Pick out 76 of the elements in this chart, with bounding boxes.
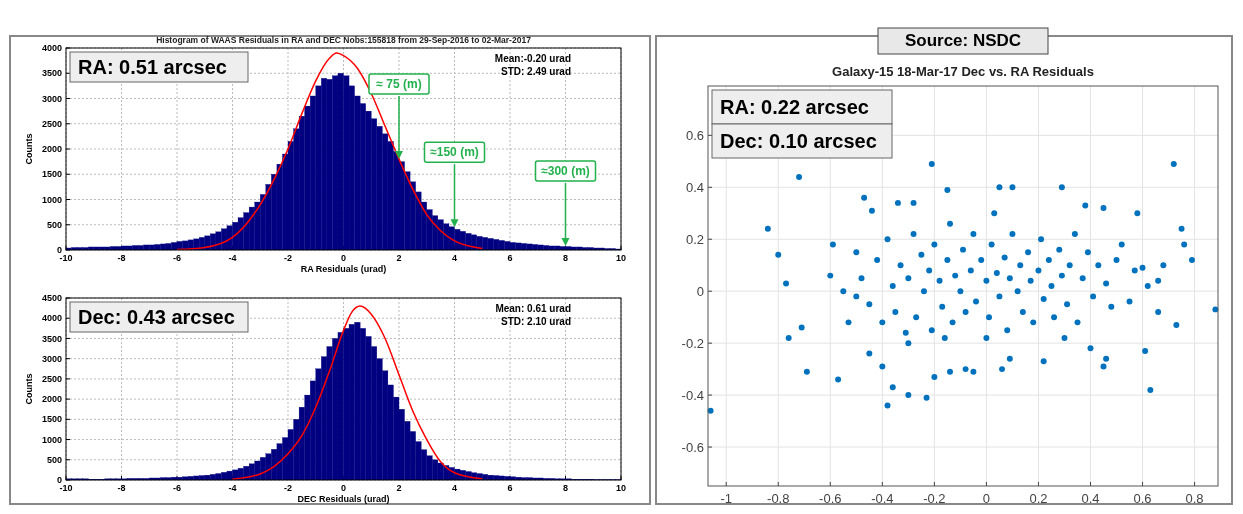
y-tick-label: 1500 <box>41 169 62 180</box>
annotation: ≈ 75 (m) <box>376 77 422 92</box>
x-tick-label: -0.8 <box>767 491 790 506</box>
y-tick-label: 2500 <box>41 374 62 385</box>
x-tick-label: -8 <box>117 253 126 263</box>
y-axis-title: Counts <box>24 373 34 405</box>
annotation: Dec: 0.43 arcsec <box>78 306 235 328</box>
y-tick-label: 4000 <box>41 43 62 54</box>
y-tick-label: 0.2 <box>685 231 704 247</box>
y-tick-label: 500 <box>46 219 62 230</box>
y-tick-label: 4000 <box>41 313 62 324</box>
x-tick-label: -10 <box>59 483 73 493</box>
x-tick-label: 2 <box>396 483 402 493</box>
x-tick-label: -2 <box>283 253 293 263</box>
x-tick-label: -6 <box>172 253 182 263</box>
y-tick-label: 0 <box>696 283 704 299</box>
y-tick-label: 3500 <box>41 68 62 79</box>
y-tick-label: -0.6 <box>681 439 704 455</box>
chart-title: Galaxy-15 18-Mar-17 Dec vs. RA Residuals <box>832 64 1094 79</box>
y-tick-label: 2000 <box>41 144 62 155</box>
y-tick-label: 1000 <box>41 434 62 445</box>
x-tick-label: -0.2 <box>923 491 946 506</box>
y-tick-label: 0 <box>56 475 62 486</box>
x-tick-label: 8 <box>562 253 569 263</box>
y-tick-label: -0.4 <box>681 387 704 403</box>
y-tick-label: 2000 <box>41 394 62 405</box>
x-tick-label: -0.6 <box>819 491 842 506</box>
x-tick-label: 6 <box>507 253 513 263</box>
x-axis-title: DEC Residuals (urad) <box>297 494 390 504</box>
y-tick-label: 1000 <box>41 194 62 205</box>
annotation: Mean:-0.20 urad <box>494 53 571 64</box>
x-tick-label: -1 <box>720 491 732 506</box>
chart-subtitle: Source: NSDC <box>904 31 1022 50</box>
y-tick-label: 3500 <box>41 333 62 344</box>
y-tick-label: -0.2 <box>681 335 704 351</box>
annotation: ≈300 (m) <box>541 164 590 179</box>
x-tick-label: 10 <box>615 483 627 493</box>
annotation: RA: 0.51 arcsec <box>78 56 227 78</box>
annotation: Dec: 0.10 arcsec <box>720 130 877 152</box>
x-tick-label: -10 <box>59 253 73 263</box>
y-tick-label: 3000 <box>41 353 62 364</box>
x-tick-label: 4 <box>451 253 458 263</box>
annotation: Mean: 0.61 urad <box>495 303 571 314</box>
x-tick-label: -8 <box>117 483 126 493</box>
x-tick-label: 8 <box>562 483 569 493</box>
x-axis-title: RA Residuals (urad) <box>300 264 387 274</box>
x-tick-label: 0 <box>982 491 991 506</box>
y-tick-label: 500 <box>46 454 62 465</box>
y-tick-label: 1500 <box>41 414 62 425</box>
x-tick-label: 0 <box>340 483 347 493</box>
annotation: STD: 2.10 urad <box>500 316 571 327</box>
x-tick-label: 10 <box>615 253 627 263</box>
x-tick-label: -6 <box>172 483 182 493</box>
chart-title: Histogram of WAAS Residuals in RA and DEC Nobs:155818 from 29-Sep-2016 to 02-Mar-2017 <box>156 35 532 45</box>
y-tick-label: 4500 <box>41 293 62 304</box>
annotation: STD: 2.49 urad <box>500 66 571 77</box>
x-tick-label: -4 <box>228 253 237 263</box>
x-tick-label: 0.4 <box>1081 491 1100 506</box>
x-tick-label: 0 <box>340 253 347 263</box>
annotation: ≈150 (m) <box>430 145 479 160</box>
x-tick-label: -0.4 <box>871 491 894 506</box>
x-tick-label: 6 <box>507 483 513 493</box>
y-tick-label: 3000 <box>41 93 62 104</box>
y-tick-label: 2500 <box>41 118 62 129</box>
x-tick-label: -4 <box>228 483 237 493</box>
y-tick-label: 0.6 <box>685 127 704 143</box>
x-tick-label: -2 <box>283 483 293 493</box>
x-tick-label: 0.6 <box>1133 491 1152 506</box>
x-tick-label: 4 <box>451 483 458 493</box>
annotation: RA: 0.22 arcsec <box>720 96 869 118</box>
x-tick-label: 0.8 <box>1185 491 1204 506</box>
y-tick-label: 0 <box>56 245 62 256</box>
x-tick-label: 2 <box>396 253 402 263</box>
x-tick-label: 0.2 <box>1029 491 1048 506</box>
y-axis-title: Counts <box>24 133 34 165</box>
y-tick-label: 0.4 <box>685 179 704 195</box>
